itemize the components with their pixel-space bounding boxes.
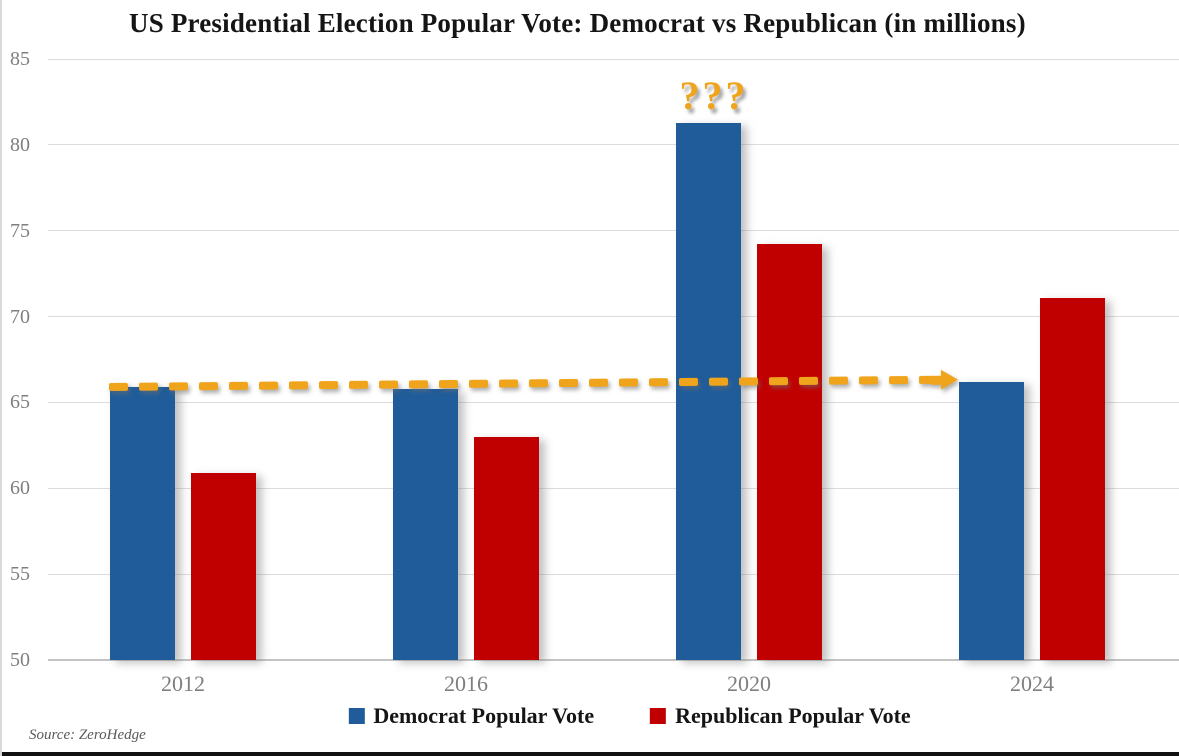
y-tick-label-80: 80 bbox=[10, 133, 30, 156]
legend-label-democrat: Democrat Popular Vote bbox=[373, 703, 595, 728]
republican-bar-2012 bbox=[191, 472, 256, 660]
gridline-75 bbox=[48, 230, 1179, 232]
arrow-dash bbox=[678, 377, 699, 387]
arrow-dash bbox=[768, 377, 789, 386]
arrow-dash bbox=[288, 381, 309, 390]
y-tick-label-75: 75 bbox=[10, 219, 30, 242]
arrow-dash bbox=[138, 382, 159, 391]
arrow-dash bbox=[648, 378, 669, 387]
arrow-dash bbox=[468, 379, 489, 388]
arrow-dash bbox=[438, 379, 459, 389]
republican-bar-2016 bbox=[474, 436, 539, 660]
gridline-85 bbox=[48, 58, 1179, 60]
arrow-dash bbox=[888, 376, 909, 385]
dashed-trend-arrow bbox=[108, 369, 959, 397]
arrow-dash bbox=[498, 379, 519, 388]
gridline-55 bbox=[48, 573, 1179, 575]
democrat-bar-2012 bbox=[110, 386, 175, 660]
arrow-dash bbox=[258, 381, 279, 390]
question-marks-annotation: ??? bbox=[679, 73, 749, 118]
gridline-60 bbox=[48, 487, 1179, 489]
legend-entry-democrat: Democrat Popular Vote bbox=[348, 703, 594, 729]
x-tick-label-2024: 2024 bbox=[1010, 671, 1054, 696]
y-tick-label-85: 85 bbox=[10, 48, 30, 71]
republican-bar-2024 bbox=[1040, 297, 1105, 660]
arrow-head-icon bbox=[930, 369, 959, 390]
arrow-dash bbox=[618, 378, 639, 387]
arrow-dash bbox=[528, 379, 549, 388]
arrow-dash bbox=[228, 381, 249, 390]
republican-swatch-icon bbox=[650, 708, 667, 724]
arrow-dash bbox=[708, 377, 729, 386]
arrow-dash bbox=[858, 376, 879, 385]
arrow-dash-track bbox=[108, 375, 932, 391]
arrow-dash bbox=[828, 376, 849, 385]
legend-entry-republican: Republican Popular Vote bbox=[650, 703, 911, 729]
legend-label-republican: Republican Popular Vote bbox=[675, 703, 911, 728]
chart-title: US Presidential Election Popular Vote: D… bbox=[129, 8, 1026, 38]
arrow-dash bbox=[798, 376, 819, 385]
gridline-50 bbox=[48, 659, 1179, 661]
arrow-dash bbox=[108, 382, 129, 391]
arrow-dash bbox=[378, 380, 399, 389]
chart-legend: Democrat Popular Vote Republican Popular… bbox=[348, 703, 911, 729]
republican-bar-2020 bbox=[757, 244, 822, 660]
arrow-dash bbox=[558, 378, 579, 388]
y-tick-label-65: 65 bbox=[10, 391, 30, 414]
x-tick-label-2020: 2020 bbox=[727, 671, 771, 696]
arrow-dash bbox=[918, 375, 932, 384]
gridline-80 bbox=[48, 144, 1179, 146]
democrat-swatch-icon bbox=[348, 708, 365, 724]
y-tick-label-55: 55 bbox=[10, 563, 30, 586]
arrow-dash bbox=[198, 382, 219, 391]
gridline-70 bbox=[48, 316, 1179, 318]
arrow-dash bbox=[408, 380, 429, 389]
bottom-border bbox=[2, 752, 1179, 756]
arrow-dash bbox=[168, 382, 189, 391]
y-tick-label-60: 60 bbox=[10, 477, 30, 500]
arrow-dash bbox=[348, 380, 369, 389]
x-tick-label-2012: 2012 bbox=[161, 671, 205, 696]
y-tick-label-50: 50 bbox=[10, 649, 30, 671]
arrow-dash bbox=[318, 381, 339, 390]
arrow-dash bbox=[738, 377, 759, 386]
democrat-bar-2016 bbox=[393, 388, 458, 660]
source-note: Source: ZeroHedge bbox=[29, 727, 146, 743]
gridline-65 bbox=[48, 401, 1179, 403]
x-tick-label-2016: 2016 bbox=[444, 671, 488, 696]
arrow-dash bbox=[588, 378, 609, 387]
democrat-bar-2024 bbox=[959, 381, 1024, 660]
democrat-bar-2020 bbox=[676, 122, 741, 660]
y-tick-label-70: 70 bbox=[10, 305, 30, 328]
